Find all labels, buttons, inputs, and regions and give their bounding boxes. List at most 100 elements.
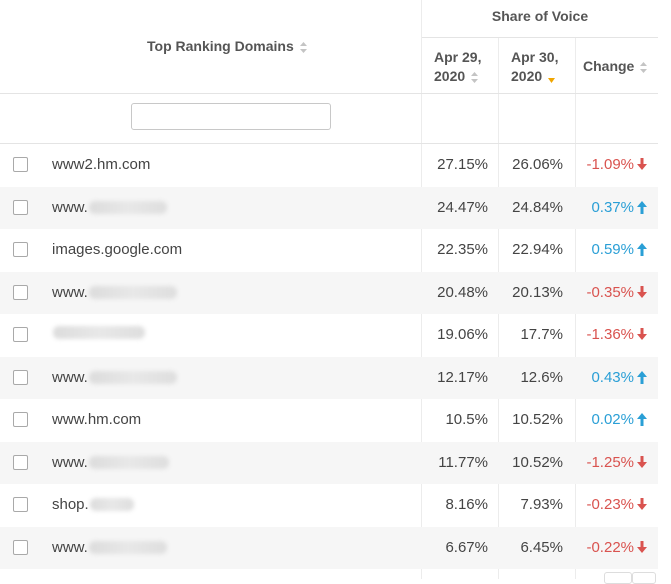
arrow-up-icon bbox=[637, 243, 647, 256]
change-value: -0.22% bbox=[586, 538, 634, 556]
redacted-domain-blur bbox=[89, 498, 134, 511]
change-cell: -0.23% bbox=[586, 496, 647, 513]
change-value: -1.09% bbox=[586, 156, 634, 173]
change-cell: 0.02% bbox=[591, 411, 647, 428]
change-cell: 0.59% bbox=[591, 241, 647, 258]
row-checkbox[interactable] bbox=[13, 242, 28, 257]
domain-cell: www2.hm.com bbox=[52, 156, 150, 173]
domain-cell: www. bbox=[52, 284, 177, 301]
arrow-up-icon bbox=[637, 413, 647, 426]
row-checkbox[interactable] bbox=[13, 539, 28, 555]
apr30-value: 10.52% bbox=[512, 411, 563, 428]
change-cell: -1.36% bbox=[586, 326, 647, 343]
redacted-domain-blur bbox=[88, 200, 167, 214]
top-ranking-domains-header[interactable]: Top Ranking Domains bbox=[147, 37, 307, 56]
arrow-down-icon bbox=[637, 285, 647, 299]
row-checkbox[interactable] bbox=[13, 497, 28, 512]
arrow-up-icon bbox=[637, 200, 647, 214]
arrow-down-icon bbox=[637, 158, 647, 171]
table-row[interactable]: images.google.com 22.35% 22.94% 0.59% bbox=[0, 229, 658, 271]
share-of-voice-header: Share of Voice bbox=[491, 8, 589, 24]
apr30-value: 6.45% bbox=[520, 538, 563, 556]
table-row[interactable]: www.hm.com 10.5% 10.52% 0.02% bbox=[0, 399, 658, 441]
apr29-column-header[interactable]: Apr 29, 2020 bbox=[434, 48, 481, 86]
domain-cell bbox=[52, 326, 145, 339]
apr29-value: 8.16% bbox=[445, 496, 488, 513]
sort-icon bbox=[299, 41, 307, 53]
change-cell: -1.25% bbox=[586, 454, 647, 471]
domain-cell: www. bbox=[52, 539, 167, 556]
arrow-up-icon bbox=[637, 370, 647, 384]
apr29-header-line2: 2020 bbox=[434, 68, 466, 84]
domain-name: www. bbox=[52, 283, 88, 301]
apr29-value: 27.15% bbox=[437, 156, 488, 173]
table-row[interactable]: 19.06% 17.7% -1.36% bbox=[0, 314, 658, 356]
apr30-value: 24.84% bbox=[512, 198, 563, 216]
domain-cell: www.hm.com bbox=[52, 411, 141, 428]
table-row[interactable]: www2.hm.com 27.15% 26.06% -1.09% bbox=[0, 144, 658, 186]
apr30-value: 17.7% bbox=[520, 326, 563, 343]
change-column-header[interactable]: Change bbox=[583, 57, 648, 76]
table-row[interactable]: www. 20.48% 20.13% -0.35% bbox=[0, 271, 658, 314]
change-value: -1.36% bbox=[586, 326, 634, 343]
apr29-value: 22.35% bbox=[437, 241, 488, 258]
sort-icon bbox=[471, 71, 479, 83]
apr29-value: 10.5% bbox=[445, 411, 488, 428]
apr30-value: 7.93% bbox=[520, 496, 563, 513]
domain-name: shop. bbox=[52, 496, 89, 513]
apr30-value: 10.52% bbox=[512, 453, 563, 471]
redacted-domain-blur bbox=[53, 326, 145, 339]
domain-cell: shop. bbox=[52, 496, 134, 513]
apr30-header-line1: Apr 30, bbox=[511, 49, 559, 65]
table-row[interactable]: www. 12.17% 12.6% 0.43% bbox=[0, 356, 658, 399]
row-checkbox[interactable] bbox=[13, 284, 28, 300]
row-checkbox[interactable] bbox=[13, 369, 28, 385]
change-value: -1.25% bbox=[586, 453, 634, 471]
arrow-down-icon bbox=[637, 455, 647, 469]
change-value: 0.43% bbox=[591, 368, 634, 386]
filter-bottom-divider bbox=[0, 143, 658, 144]
row-checkbox[interactable] bbox=[13, 327, 28, 342]
row-checkbox[interactable] bbox=[13, 412, 28, 427]
apr29-value: 6.67% bbox=[445, 538, 488, 556]
domain-name: www. bbox=[52, 198, 88, 216]
apr30-value: 12.6% bbox=[520, 368, 563, 386]
domain-cell: www. bbox=[52, 369, 177, 386]
change-value: 0.37% bbox=[591, 198, 634, 216]
domain-name: www. bbox=[52, 538, 88, 556]
apr30-value: 20.13% bbox=[512, 283, 563, 301]
domain-cell: images.google.com bbox=[52, 241, 182, 258]
header-divider bbox=[422, 37, 658, 38]
pagination-button[interactable] bbox=[604, 572, 632, 584]
domain-name: images.google.com bbox=[52, 241, 183, 258]
table-row[interactable]: shop. 8.16% 7.93% -0.23% bbox=[0, 484, 658, 526]
apr30-column-header[interactable]: Apr 30, 2020 bbox=[511, 48, 558, 86]
apr29-value: 11.77% bbox=[438, 453, 488, 471]
apr29-header-line1: Apr 29, bbox=[434, 49, 482, 65]
row-checkbox[interactable] bbox=[13, 454, 28, 470]
row-checkbox[interactable] bbox=[13, 157, 28, 172]
domain-name: www. bbox=[52, 368, 88, 386]
redacted-domain-blur bbox=[88, 370, 177, 384]
sort-icon bbox=[640, 61, 648, 73]
change-cell: -0.35% bbox=[586, 284, 647, 301]
table-row[interactable]: www. 6.67% 6.45% -0.22% bbox=[0, 526, 658, 569]
pagination-button[interactable] bbox=[632, 572, 656, 584]
table-row[interactable]: www. 24.47% 24.84% 0.37% bbox=[0, 186, 658, 229]
domain-cell: www. bbox=[52, 454, 169, 471]
redacted-domain-blur bbox=[88, 540, 167, 554]
domain-name: www2.hm.com bbox=[52, 156, 151, 173]
redacted-domain-blur bbox=[88, 285, 177, 299]
change-value: 0.02% bbox=[591, 411, 634, 428]
domain-filter-input[interactable] bbox=[131, 103, 331, 130]
apr30-header-line2: 2020 bbox=[511, 68, 543, 84]
table-row[interactable]: www. 11.77% 10.52% -1.25% bbox=[0, 441, 658, 484]
change-header-label: Change bbox=[583, 58, 635, 74]
row-checkbox[interactable] bbox=[13, 199, 28, 215]
change-value: 0.59% bbox=[591, 241, 634, 258]
apr30-value: 22.94% bbox=[512, 241, 563, 258]
apr29-value: 24.47% bbox=[437, 198, 488, 216]
change-value: -0.35% bbox=[586, 283, 634, 301]
domain-name: www.hm.com bbox=[52, 411, 142, 428]
sort-descending-icon bbox=[548, 72, 556, 83]
